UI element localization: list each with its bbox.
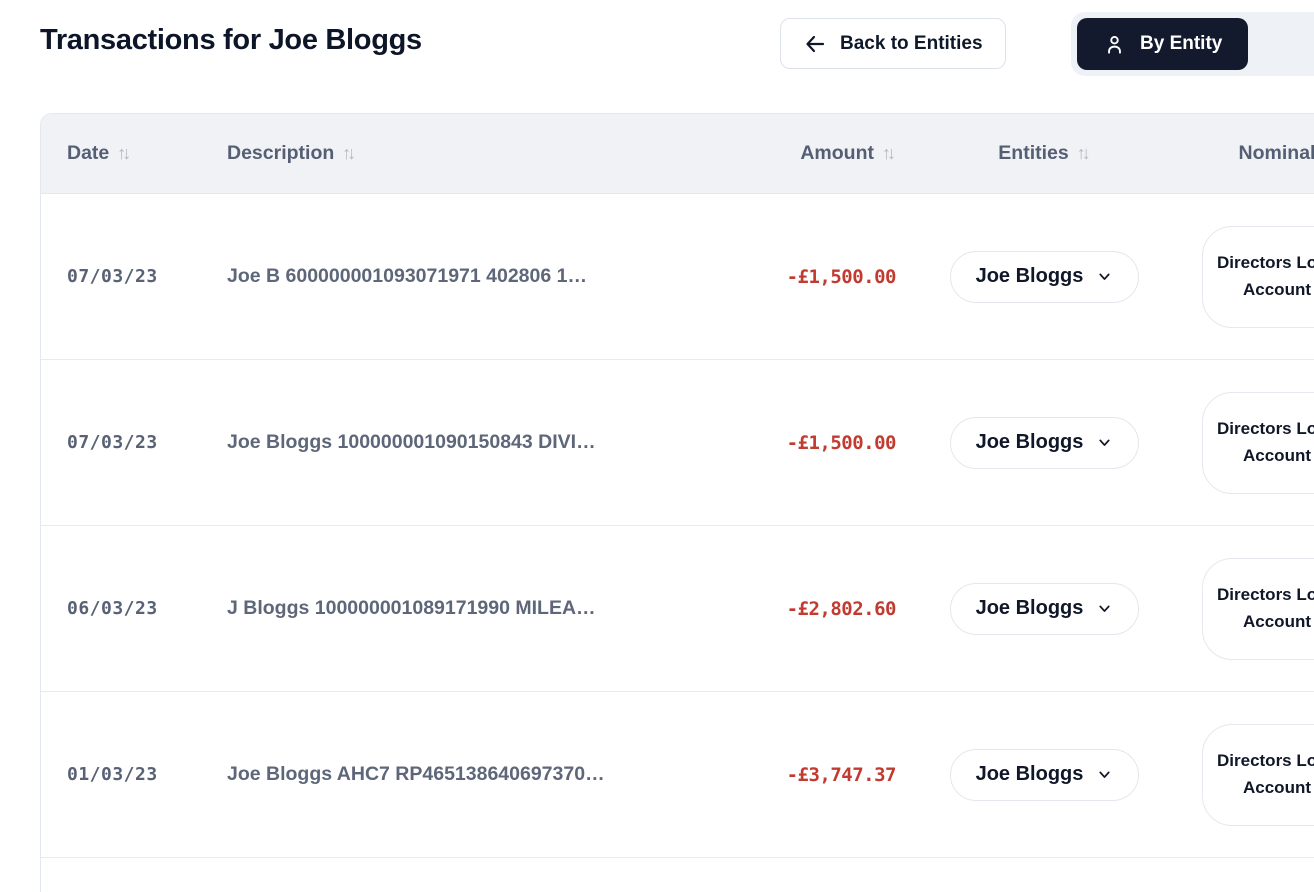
arrow-left-icon [806,35,825,52]
transaction-amount: -£1,500.00 [786,265,897,288]
sort-icon: ↑↓ [342,143,356,163]
column-label-amount: Amount [800,142,874,164]
sort-icon: ↑↓ [117,143,131,163]
table-header: Date ↑↓ Description ↑↓ Amount ↑↓ Entitie… [41,114,1314,194]
person-icon [1108,35,1121,54]
entity-label: Joe Bloggs [975,597,1084,619]
transaction-date: 07/03/23 [67,432,158,453]
view-toggle-group: By Entity [1071,12,1314,76]
column-header-date[interactable]: Date ↑↓ [67,142,227,165]
nominal-pill[interactable]: Directors Loan Account [1202,723,1314,826]
entity-label: Joe Bloggs [975,265,1084,287]
chevron-down-icon [1099,273,1110,280]
table-row: 06/03/23 J Bloggs 100000001089171990 MIL… [41,526,1314,692]
nominal-pill[interactable]: Directors Loan Account [1202,391,1314,494]
by-entity-toggle-button[interactable]: By Entity [1077,18,1249,70]
transaction-date: 01/03/23 [67,764,158,785]
entity-dropdown[interactable]: Joe Bloggs [949,250,1140,303]
transaction-date: 07/03/23 [67,266,158,287]
column-label-entities: Entities [998,142,1069,164]
entity-dropdown[interactable]: Joe Bloggs [949,582,1140,635]
nominal-pill[interactable]: Directors Loan Account [1202,225,1314,328]
column-header-nominal[interactable]: Nominal [1167,142,1314,165]
column-header-amount[interactable]: Amount ↑↓ [747,142,922,165]
column-label-description: Description [227,142,335,164]
by-entity-label: By Entity [1140,33,1223,54]
transaction-description: J Bloggs 100000001089171990 MILEA… [227,597,596,619]
nominal-pill[interactable]: Directors Loan Account [1202,557,1314,660]
table-row-partial [41,858,1314,892]
sort-icon: ↑↓ [1076,143,1091,163]
column-label-date: Date [67,142,110,164]
column-header-entities[interactable]: Entities ↑↓ [922,142,1167,165]
transaction-description: Joe Bloggs AHC7 RP465138640697370… [227,763,605,785]
table-row: 01/03/23 Joe Bloggs AHC7 RP4651386406973… [41,692,1314,858]
table-row: 07/03/23 Joe B 600000001093071971 402806… [41,194,1314,360]
sort-icon: ↑↓ [882,143,896,163]
transaction-date: 06/03/23 [67,598,158,619]
chevron-down-icon [1099,605,1110,612]
entity-label: Joe Bloggs [975,431,1084,453]
column-header-description[interactable]: Description ↑↓ [227,142,747,165]
entity-dropdown[interactable]: Joe Bloggs [949,416,1140,469]
transaction-amount: -£2,802.60 [786,597,897,620]
back-button-label: Back to Entities [840,32,983,54]
transaction-amount: -£1,500.00 [786,431,897,454]
entity-label: Joe Bloggs [975,763,1084,785]
chevron-down-icon [1099,771,1110,778]
table-body: 07/03/23 Joe B 600000001093071971 402806… [41,194,1314,892]
entity-dropdown[interactable]: Joe Bloggs [949,748,1140,801]
transaction-description: Joe Bloggs 100000001090150843 DIVI… [227,431,596,453]
transaction-amount: -£3,747.37 [786,763,897,786]
column-label-nominal: Nominal [1238,142,1314,164]
table-row: 07/03/23 Joe Bloggs 100000001090150843 D… [41,360,1314,526]
chevron-down-icon [1099,439,1110,446]
page-title: Transactions for Joe Bloggs [40,24,422,56]
transaction-description: Joe B 600000001093071971 402806 1… [227,265,587,287]
transactions-table: Date ↑↓ Description ↑↓ Amount ↑↓ Entitie… [40,113,1314,892]
back-to-entities-button[interactable]: Back to Entities [780,18,1006,69]
